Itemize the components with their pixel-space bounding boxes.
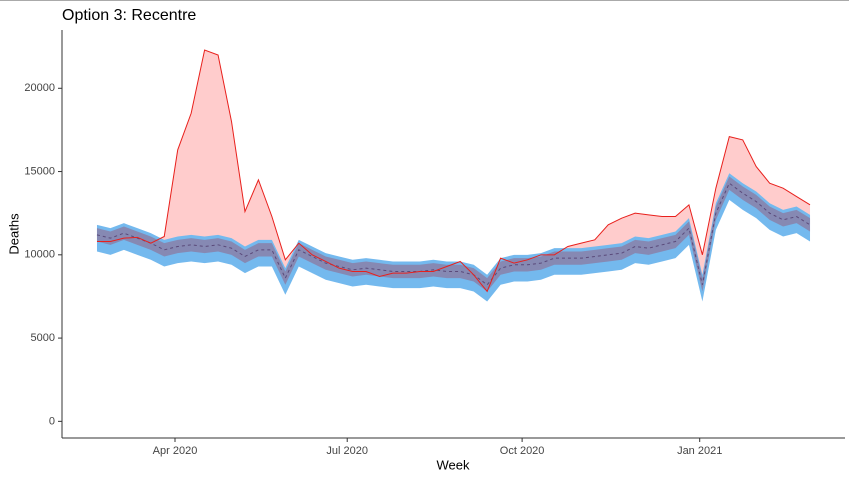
y-tick-label: 15000	[24, 165, 55, 177]
y-tick-label: 10000	[24, 249, 55, 261]
chart-title: Option 3: Recentre	[62, 7, 196, 24]
plot-area	[96, 49, 811, 302]
y-axis-label: Deaths	[6, 213, 21, 255]
excess-area	[96, 49, 811, 292]
y-tick-label: 5000	[31, 332, 55, 344]
y-tick-label: 20000	[24, 82, 55, 94]
range-band	[96, 176, 811, 292]
x-tick-label: Jul 2020	[326, 445, 368, 457]
expected-line	[96, 182, 811, 286]
x-axis-label: Week	[437, 457, 470, 472]
x-tick-label: Jan 2021	[677, 445, 722, 457]
x-tick-label: Apr 2020	[153, 445, 198, 457]
actual-line	[96, 49, 811, 293]
y-tick-label: 0	[49, 415, 55, 427]
x-tick-label: Oct 2020	[500, 445, 545, 457]
range-band	[96, 173, 811, 302]
